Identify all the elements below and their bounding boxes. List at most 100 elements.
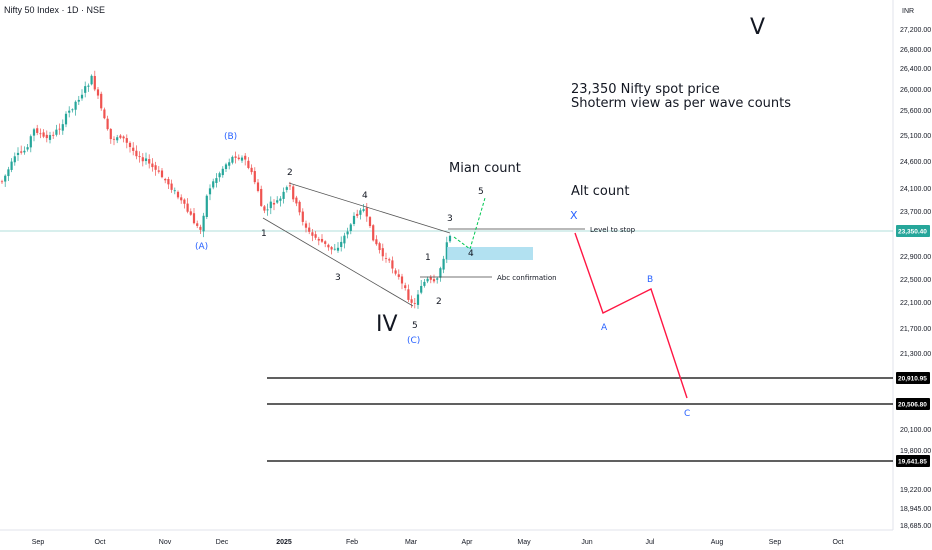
level-price-tag: 19,641.85 xyxy=(896,455,930,467)
candle-body xyxy=(231,156,234,163)
wave-num-3a: 3 xyxy=(335,273,341,283)
svg-text:23,350.40: 23,350.40 xyxy=(898,229,927,236)
alt-b-label: B xyxy=(647,275,653,285)
y-tick-label: 23,700.00 xyxy=(900,209,931,216)
candle-body xyxy=(112,138,116,140)
x-tick-label: Mar xyxy=(405,539,418,546)
candle-body xyxy=(160,170,164,178)
y-tick-label: 21,300.00 xyxy=(900,351,931,358)
candle-body xyxy=(381,248,384,257)
svg-text:20,506.80: 20,506.80 xyxy=(898,402,927,409)
svg-text:20,910.95: 20,910.95 xyxy=(898,376,927,383)
wave-iv-label: IV xyxy=(376,312,398,337)
candle-body xyxy=(119,135,122,138)
y-tick-labels: 27,200.00 26,800.00 26,400.00 26,000.00 25,6… xyxy=(900,27,931,530)
candle-body xyxy=(196,223,199,226)
candle-body xyxy=(416,294,420,305)
candle-body xyxy=(260,188,263,206)
candle-body xyxy=(116,137,119,141)
candle-body xyxy=(279,198,282,201)
wave-num-5b: 5 xyxy=(478,187,484,197)
candle-body xyxy=(327,244,330,248)
candle-body xyxy=(16,152,20,156)
candle-body xyxy=(343,235,346,244)
candle-body xyxy=(186,203,189,212)
x-tick-label: Aug xyxy=(711,539,724,546)
y-tick-label: 27,200.00 xyxy=(900,27,931,34)
candle-body xyxy=(202,215,205,232)
candle-body xyxy=(426,278,429,282)
candle-body xyxy=(199,226,202,230)
candle-body xyxy=(132,147,135,151)
candle-body xyxy=(276,200,279,203)
candle-body xyxy=(26,147,29,150)
candle-body xyxy=(0,181,4,183)
candle-body xyxy=(128,142,132,148)
shortterm-view-note: Shoterm view as per wave counts xyxy=(571,96,791,111)
candle-body xyxy=(298,201,301,213)
candle-body xyxy=(432,279,436,282)
candle-body xyxy=(400,276,404,284)
candle-body xyxy=(48,135,52,140)
y-tick-label: 25,100.00 xyxy=(900,133,931,140)
candle-body xyxy=(372,225,375,241)
candle-body xyxy=(340,241,343,247)
candle-body xyxy=(93,75,96,90)
candle-body xyxy=(436,278,439,280)
candle-body xyxy=(269,201,272,209)
candle-body xyxy=(247,160,250,168)
wave-num-3b: 3 xyxy=(447,214,453,224)
candle-body xyxy=(391,260,394,269)
candle-body xyxy=(4,175,7,182)
y-tick-label: 26,400.00 xyxy=(900,66,931,73)
candle-body xyxy=(58,128,61,130)
candle-body xyxy=(151,163,154,168)
wave-b-label: (B) xyxy=(224,132,237,142)
wave-num-4a: 4 xyxy=(362,191,368,201)
candle-body xyxy=(183,199,186,204)
candle-body xyxy=(80,94,84,99)
candle-body xyxy=(180,197,183,201)
candle-body xyxy=(36,128,39,133)
main-count-projection xyxy=(453,197,486,250)
x-tick-label: 2025 xyxy=(276,539,292,546)
x-tick-label: Dec xyxy=(216,539,229,546)
y-tick-label: 24,600.00 xyxy=(900,159,931,166)
candle-body xyxy=(388,259,391,261)
candle-body xyxy=(157,170,160,172)
candle-body xyxy=(212,181,215,188)
candle-body xyxy=(410,299,413,303)
candle-body xyxy=(324,241,327,244)
candle-body xyxy=(346,231,349,235)
candle-body xyxy=(308,227,311,232)
x-tick-labels: Sep Oct Nov Dec 2025 Feb Mar Apr May Jun Jul Aug Sep… xyxy=(32,539,844,546)
candle-body xyxy=(122,136,125,139)
candle-body xyxy=(423,281,426,286)
candle-body xyxy=(314,234,317,238)
level-price-tag: 20,910.95 xyxy=(896,372,930,384)
candle-body xyxy=(253,171,256,183)
candle-body xyxy=(256,182,260,191)
wave-num-1a: 1 xyxy=(261,229,267,239)
candle-body xyxy=(55,129,58,135)
candle-body xyxy=(445,242,448,260)
x-tick-label: Nov xyxy=(159,539,172,546)
candle-body xyxy=(244,155,247,160)
candle-body xyxy=(288,185,292,187)
candle-body xyxy=(64,113,68,125)
candle-body xyxy=(215,178,218,183)
y-tick-label: 25,600.00 xyxy=(900,108,931,115)
candle-body xyxy=(365,207,368,217)
candle-body xyxy=(442,258,445,270)
price-axis-labels: 23,350.40 20,910.95 20,506.80 19,641.85 xyxy=(896,225,930,467)
y-tick-label: 18,685.00 xyxy=(900,523,931,530)
candle-body xyxy=(295,197,298,204)
x-tick-label: Jul xyxy=(646,539,655,546)
candle-body xyxy=(7,169,10,177)
level-price-tag: 20,506.80 xyxy=(896,398,930,410)
chart-title: Nifty 50 Index · 1D · NSE xyxy=(4,5,106,15)
candle-body xyxy=(221,168,224,176)
y-tick-label: 26,800.00 xyxy=(900,47,931,54)
wave-num-2a: 2 xyxy=(287,168,293,178)
